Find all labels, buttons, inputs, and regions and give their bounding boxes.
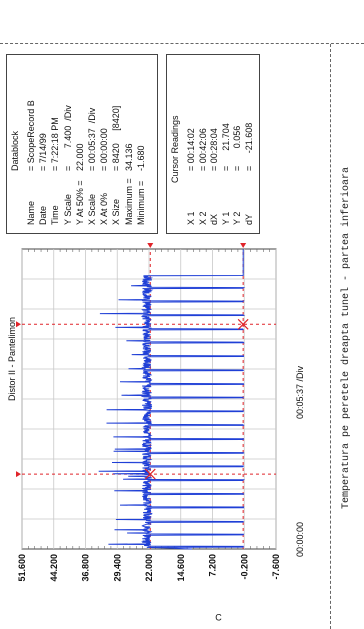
datablock-value-7: = 8420 [8420]	[111, 105, 122, 171]
datablock-label-7: X Size	[111, 198, 122, 225]
cursor-cross-b-2	[237, 318, 249, 330]
cursor-label-4: Y 2	[232, 211, 242, 225]
cursor-label-5: dY	[243, 213, 254, 225]
y-tick-label-7: -0.200	[239, 554, 249, 580]
grid-lines	[21, 249, 277, 549]
datablock-value-9: -1.680	[135, 145, 146, 171]
datablock-value-2: = 7:22:18 PM	[50, 117, 61, 171]
cursor-side-marker-2	[240, 243, 247, 248]
datablock-label-5: X Scale	[87, 193, 97, 225]
cursor-value-3: = 21.704	[220, 123, 231, 171]
datablock-label-8: Maximum =	[123, 178, 134, 225]
series-line	[98, 249, 246, 550]
datablock-value-3: = 7.400 /Div	[62, 105, 73, 171]
datablock-label-1: Date	[38, 205, 49, 225]
datablock-value-6: = 00:00:00	[99, 128, 110, 171]
datablock-label-3: Y Scale	[62, 194, 73, 225]
y-tick-label-2: 36.800	[81, 554, 91, 582]
cursor-value-0: = 00:14:02	[186, 128, 196, 171]
datablock-panel: Datablock Name = ScopeRecord B Date = 7/14/…	[6, 54, 158, 234]
y-tick-label-6: 7.200	[208, 554, 218, 577]
x-axis-label: 00:05:37 /Div	[295, 365, 305, 419]
x-start-label: 00:00:00	[295, 521, 305, 557]
cursor-label-2: dX	[209, 213, 219, 225]
figure-caption: Temperatura pe peretele dreapta tunel - …	[341, 166, 352, 509]
datablock-label-4: Y At 50% =	[74, 180, 85, 225]
datablock-value-1: = 7/14/99	[38, 133, 49, 171]
y-tick-label-1: 44.200	[49, 554, 59, 582]
side-marker: C	[215, 612, 222, 623]
datablock-label-6: X At 0%	[99, 192, 110, 225]
datablock-value-5: = 00:05:37 /Div	[87, 107, 97, 171]
y-tick-label-0: 51.600	[17, 554, 27, 582]
cursor-top-marker-1	[16, 471, 21, 478]
cursor-readings-panel: Cursor Readings X 1 = 00:14:02 X 2 = 00:42:…	[166, 54, 260, 234]
cursor-readings-title: Cursor Readings	[170, 115, 180, 183]
cursor-value-5: = -21.608	[243, 122, 254, 171]
datablock-label-2: Time	[50, 205, 61, 225]
datablock-label-0: Name	[26, 200, 36, 225]
y-tick-labels: 51.600 44.200 36.800 29.400 22.000 14.600 7.20…	[17, 554, 281, 582]
y-tick-label-3: 29.400	[112, 554, 122, 582]
cursor-label-0: X 1	[186, 211, 196, 225]
cursor-side-marker-1	[147, 243, 154, 248]
cursor-markers	[16, 243, 249, 480]
y-tick-label-4: 22.000	[144, 554, 154, 582]
y-tick-label-5: 14.600	[176, 554, 186, 582]
y-tick-label-8: -7.600	[271, 554, 281, 580]
page-divider-horizontal	[330, 44, 331, 629]
datablock-value-8: 34.136	[123, 143, 134, 171]
cursor-value-2: = 00:28:04	[209, 128, 219, 171]
cursor-label-1: X 2	[197, 211, 208, 225]
page-divider-vertical	[0, 43, 364, 44]
cursor-value-4: = 0.056	[232, 125, 242, 171]
cursor-top-marker-2	[16, 321, 21, 328]
datablock-label-9: Minimum =	[135, 180, 146, 225]
datablock-title: Datablock	[10, 130, 20, 171]
datablock-value-4: 22.000	[74, 143, 85, 171]
cursor-cross-b-1	[144, 468, 156, 480]
cursor-value-1: = 00:42:06	[197, 128, 208, 171]
cursor-label-3: Y 1	[220, 211, 231, 225]
datablock-value-0: = ScopeRecord B	[26, 100, 36, 171]
